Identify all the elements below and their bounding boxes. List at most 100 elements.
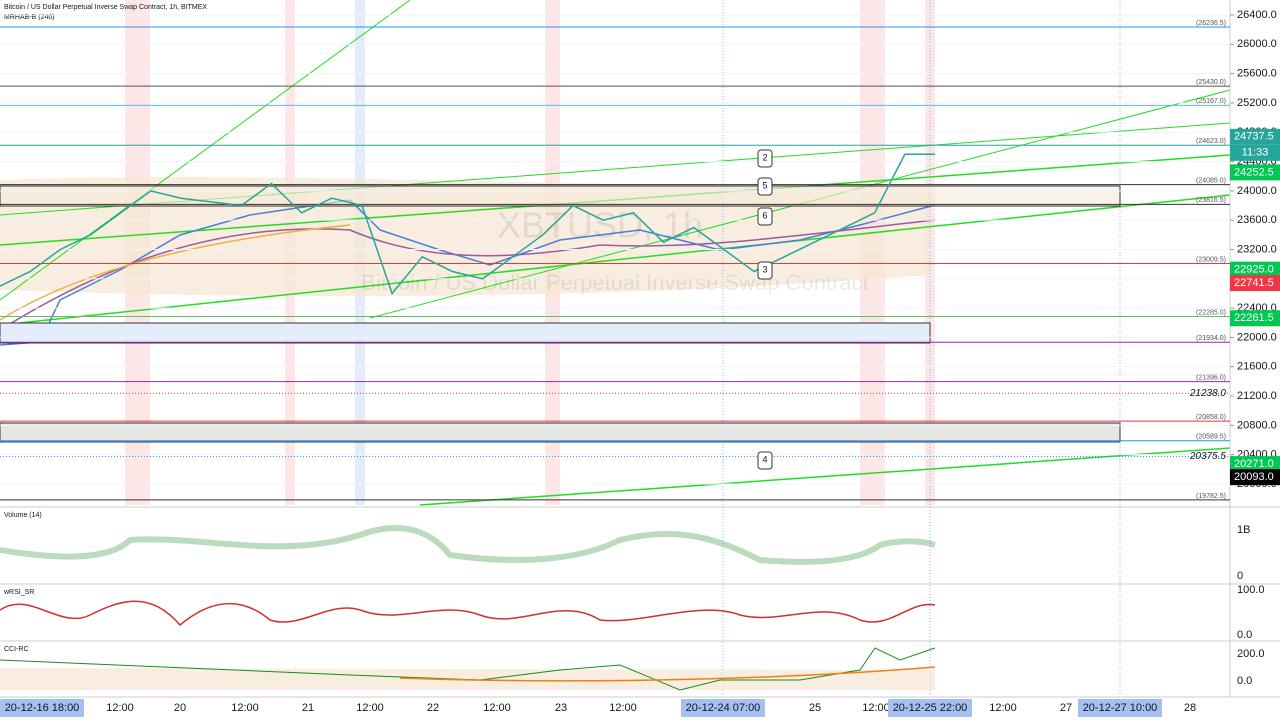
level-label: (21934.0) xyxy=(1196,335,1226,342)
time-label: 21 xyxy=(302,702,314,714)
time-label: 12:00 xyxy=(989,702,1017,714)
price-tag xyxy=(1230,275,1280,292)
vertical-markers xyxy=(722,0,1121,695)
cloud xyxy=(0,177,930,297)
y-tick-label: 24000.0 xyxy=(1237,185,1277,197)
price-tag xyxy=(1230,456,1280,473)
chart-header: Bitcoin / US Dollar Perpetual Inverse Sw… xyxy=(4,4,207,11)
wave-label: 5 xyxy=(762,180,767,190)
y-tick-label: 20800.0 xyxy=(1237,419,1277,431)
wave-callout xyxy=(757,177,773,196)
level-label: (25430.0) xyxy=(1196,79,1226,86)
wave-label: 4 xyxy=(762,454,767,464)
pane-axis-top: 200.0 xyxy=(1237,648,1265,660)
price-tag xyxy=(1230,128,1280,145)
zone-box xyxy=(0,422,1121,443)
price-tag-label: 22261.5 xyxy=(1234,312,1274,324)
time-highlight xyxy=(0,699,84,717)
price-tag xyxy=(1230,261,1280,278)
price-line xyxy=(0,153,935,295)
time-label: 20-12-24 07:00 xyxy=(686,702,761,714)
pane-axis-bottom: 0.0 xyxy=(1237,629,1252,641)
price-tag-label: 20271.0 xyxy=(1234,458,1274,470)
time-label: 27 xyxy=(1060,702,1072,714)
price-tag-label: 22925.0 xyxy=(1234,264,1274,276)
wave-callout xyxy=(757,149,773,168)
level-label: (21396.0) xyxy=(1196,375,1226,382)
countdown: 11:33 xyxy=(1242,147,1269,159)
cci-band xyxy=(0,668,935,690)
level-label: (25167.0) xyxy=(1196,98,1226,105)
y-tick-label: 22000.0 xyxy=(1237,331,1277,343)
time-label: 20-12-27 10:00 xyxy=(1083,702,1158,714)
pane-axis-bottom: 0.0 xyxy=(1237,675,1252,687)
time-label: 22 xyxy=(427,702,439,714)
pane-name: CCI-RC xyxy=(4,646,29,653)
time-label: 12:00 xyxy=(483,702,511,714)
price-tag xyxy=(1230,164,1280,181)
rsi-line xyxy=(0,600,936,627)
time-label: 12:00 xyxy=(231,702,259,714)
y-tick-label: 23200.0 xyxy=(1237,243,1277,255)
pane-separators xyxy=(0,0,1280,698)
level-label: (23009.5) xyxy=(1196,256,1226,263)
indicator-name: MRHAB-B (240) xyxy=(4,14,55,21)
level-label: (22285.0) xyxy=(1196,309,1226,316)
time-label: 12:00 xyxy=(862,702,890,714)
level-label: 21238.0 xyxy=(1189,388,1227,399)
time-highlight xyxy=(888,699,972,717)
time-label: 20-12-16 18:00 xyxy=(5,702,80,714)
watermark-symbol: XBTUSD, 1h xyxy=(497,205,703,246)
price-tag-label: 20093.0 xyxy=(1234,471,1274,483)
y-tick-label: 21200.0 xyxy=(1237,390,1277,402)
wave-callout xyxy=(757,261,773,280)
y-tick-label: 26400.0 xyxy=(1237,9,1277,21)
level-label: (20858.0) xyxy=(1196,414,1226,421)
level-label: (26236.5) xyxy=(1196,20,1226,27)
y-tick-label: 26000.0 xyxy=(1237,38,1277,50)
wave-label: 6 xyxy=(762,210,767,220)
time-highlight xyxy=(1078,699,1162,717)
price-tag-label: 22741.5 xyxy=(1234,277,1274,289)
cci-signal xyxy=(399,666,936,682)
wave-callout xyxy=(757,451,773,470)
level-label: (24623.0) xyxy=(1196,138,1226,145)
time-label: 20-12-25 22:00 xyxy=(893,702,968,714)
time-label: 23 xyxy=(555,702,567,714)
time-label: 28 xyxy=(1184,702,1196,714)
zone-box xyxy=(0,322,931,344)
y-tick-label: 21600.0 xyxy=(1237,361,1277,373)
volume-band xyxy=(0,525,936,565)
pane-name: Volume (14) xyxy=(4,512,42,519)
level-label: (24085.0) xyxy=(1196,177,1226,184)
wave-label: 3 xyxy=(762,264,767,274)
pane-axis-top: 100.0 xyxy=(1237,584,1265,596)
moving-averages xyxy=(0,199,936,346)
level-label: (19782.5) xyxy=(1196,493,1226,500)
watermark-description: Bitcoin / US Dollar Perpetual Inverse Sw… xyxy=(361,270,868,295)
time-label: 25 xyxy=(809,702,821,714)
y-tick-label: 25200.0 xyxy=(1237,97,1277,109)
price-tag xyxy=(1230,310,1280,327)
level-label: (20589.5) xyxy=(1196,434,1226,441)
pane-name: wRSI_SR xyxy=(3,589,34,596)
time-highlight xyxy=(681,699,765,717)
zone-box xyxy=(0,185,1121,207)
wave-callout xyxy=(757,207,773,226)
level-label: 20375.5 xyxy=(1189,451,1227,462)
time-label: 20 xyxy=(174,702,186,714)
time-label: 12:00 xyxy=(356,702,384,714)
countdown-bg xyxy=(1230,144,1280,161)
wave-label: 2 xyxy=(762,152,767,162)
level-label: (23816.5) xyxy=(1196,197,1226,204)
pane-axis-bottom: 0 xyxy=(1237,570,1243,582)
price-tag-label: 24252.5 xyxy=(1234,166,1274,178)
time-label: 12:00 xyxy=(609,702,637,714)
time-label: 12:00 xyxy=(106,702,134,714)
y-tick-label: 25600.0 xyxy=(1237,68,1277,80)
price-tag-label: 24737.5 xyxy=(1234,131,1274,143)
price-tag xyxy=(1230,469,1280,486)
y-tick-label: 23600.0 xyxy=(1237,214,1277,226)
